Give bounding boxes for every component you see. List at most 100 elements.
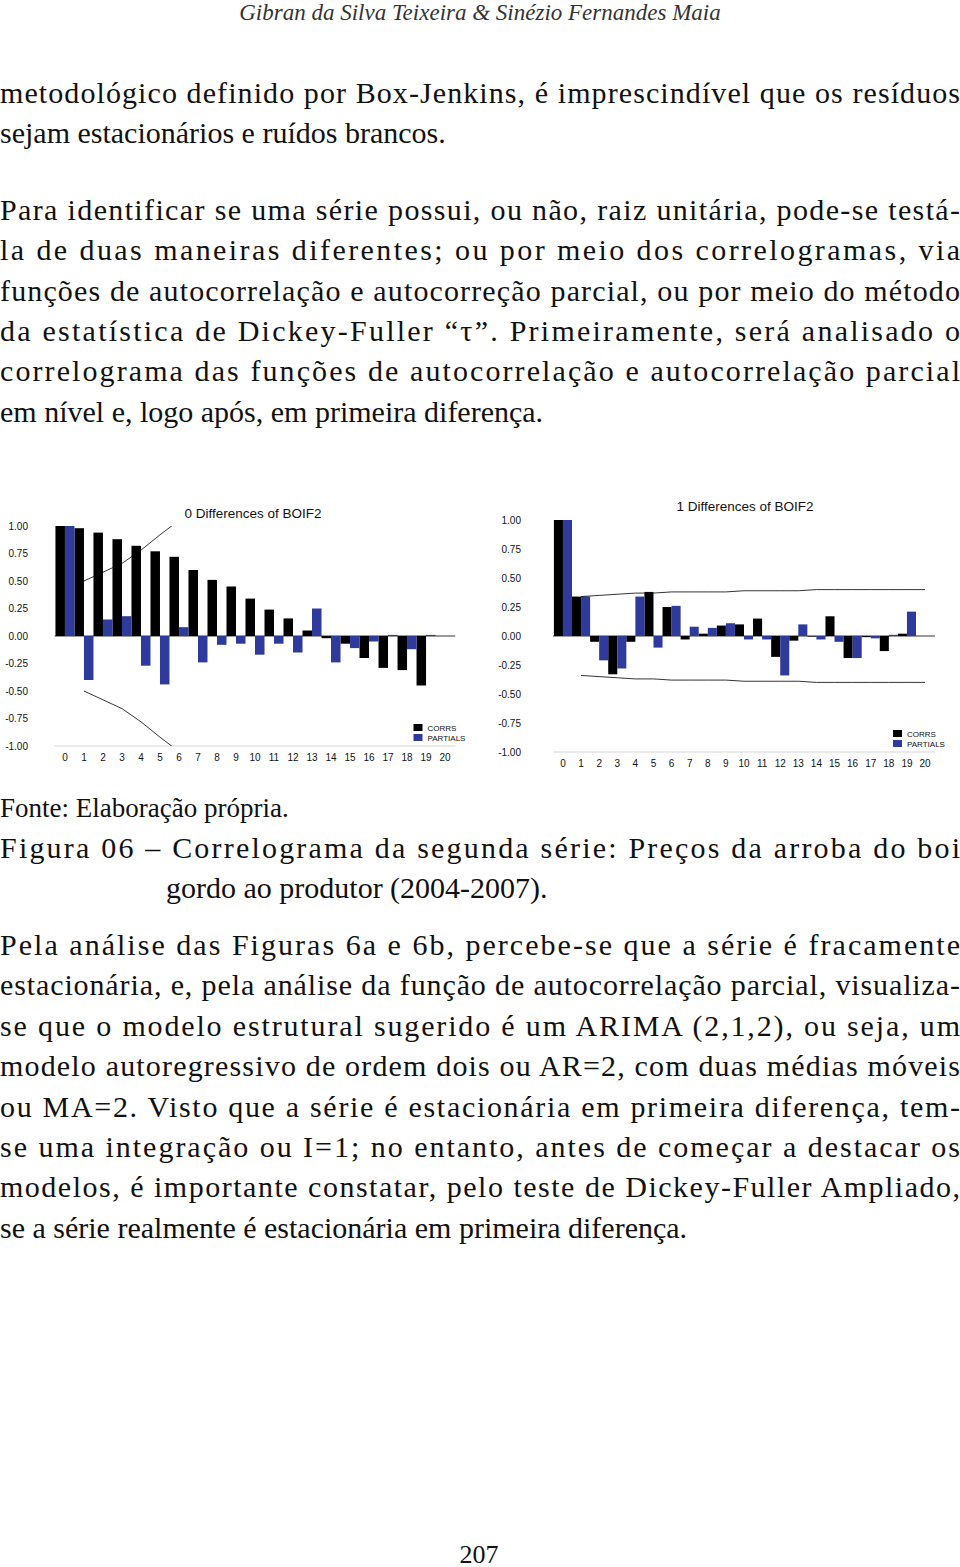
bar <box>74 528 84 636</box>
body-line: em nível e, logo após, em primeira difer… <box>0 395 543 428</box>
chart-title: 1 Differences of BOIF2 <box>676 499 813 514</box>
x-tick-label: 2 <box>596 758 602 769</box>
bar <box>236 636 246 644</box>
body-line: da estatística de Dickey-Fuller “τ”. Pri… <box>0 314 960 347</box>
bar <box>407 636 417 649</box>
bar <box>681 636 690 639</box>
x-tick-label: 20 <box>919 758 931 769</box>
bar <box>322 636 332 638</box>
bar <box>672 606 681 636</box>
bar <box>663 607 672 636</box>
bar <box>284 618 294 636</box>
legend-swatch <box>414 734 423 741</box>
legend-label: PARTIALS <box>428 734 466 743</box>
y-tick-label: -0.75 <box>498 718 521 729</box>
bar <box>807 636 816 638</box>
x-tick-label: 5 <box>651 758 657 769</box>
legend-label: PARTIALS <box>907 740 945 749</box>
legend-box <box>412 720 476 744</box>
bar <box>131 546 141 636</box>
bar <box>708 628 717 636</box>
bar <box>853 636 862 658</box>
legend-swatch <box>893 730 902 737</box>
x-tick-label: 7 <box>687 758 693 769</box>
x-tick-label: 8 <box>214 752 220 763</box>
bar <box>379 636 389 668</box>
bar <box>735 624 744 636</box>
x-tick-label: 4 <box>138 752 144 763</box>
bar <box>880 636 889 651</box>
bar <box>417 636 427 686</box>
bar <box>626 636 635 642</box>
body-line: se que o modelo estrutural sugerido é um… <box>0 1009 960 1043</box>
y-tick-label: -1.00 <box>5 741 28 752</box>
bar <box>862 636 871 637</box>
bar <box>699 634 708 636</box>
bar <box>762 636 771 639</box>
y-tick-label: 0.50 <box>9 576 29 587</box>
y-tick-label: -1.00 <box>498 747 521 758</box>
bar <box>780 636 789 675</box>
bar <box>608 636 617 674</box>
x-tick-label: 11 <box>757 758 768 769</box>
x-tick-label: 9 <box>723 758 729 769</box>
legend-swatch <box>414 724 423 731</box>
bar <box>690 627 699 636</box>
x-tick-label: 15 <box>344 752 356 763</box>
figure-caption: gordo ao produtor (2004-2007). <box>166 871 548 905</box>
legend-label: CORRS <box>428 724 457 733</box>
bar <box>160 636 170 684</box>
bar <box>103 620 113 637</box>
y-tick-label: 0.00 <box>502 631 522 642</box>
bar <box>312 609 322 637</box>
x-tick-label: 11 <box>269 752 280 763</box>
body-line: Pela análise das Figuras 6a e 6b, perceb… <box>0 928 960 961</box>
y-tick-label: 0.25 <box>502 602 522 613</box>
bar <box>245 599 255 636</box>
bar <box>169 557 179 636</box>
running-head: Gibran da Silva Teixeira & Sinézio Ferna… <box>239 0 720 25</box>
x-tick-label: 1 <box>578 758 584 769</box>
body-line: funções de autocorrelação e autocorreção… <box>0 274 960 307</box>
y-tick-label: 0.75 <box>9 548 29 559</box>
bar <box>188 570 198 636</box>
x-tick-label: 10 <box>249 752 261 763</box>
y-tick-label: 1.00 <box>502 515 522 526</box>
bar <box>360 636 370 658</box>
bar <box>726 623 735 636</box>
x-tick-label: 3 <box>614 758 620 769</box>
bar <box>150 551 160 636</box>
x-tick-label: 20 <box>439 752 451 763</box>
x-tick-label: 0 <box>62 752 68 763</box>
bar <box>112 539 122 636</box>
confidence-band <box>581 590 925 597</box>
figure-caption: Figura 06 – Correlograma da segunda séri… <box>0 831 960 864</box>
x-tick-label: 10 <box>738 758 750 769</box>
legend: CORRSPARTIALS <box>412 720 476 744</box>
bar <box>653 636 662 648</box>
bar <box>350 636 360 648</box>
y-tick-label: -0.50 <box>5 686 28 697</box>
x-tick-label: 18 <box>883 758 895 769</box>
confidence-band <box>84 691 179 746</box>
bar <box>141 636 151 666</box>
bar <box>217 636 227 645</box>
chart-title: 0 Differences of BOIF2 <box>184 506 321 521</box>
x-tick-label: 12 <box>287 752 299 763</box>
bar <box>789 636 798 641</box>
x-tick-label: 14 <box>811 758 823 769</box>
x-tick-label: 16 <box>847 758 859 769</box>
y-tick-label: -0.75 <box>5 713 28 724</box>
x-tick-label: 12 <box>775 758 787 769</box>
body-line: se uma integração ou I=1; no entanto, an… <box>0 1130 960 1163</box>
x-tick-label: 2 <box>100 752 106 763</box>
bar <box>835 636 844 642</box>
bar <box>369 636 379 642</box>
bar <box>717 626 726 636</box>
chart: 1 Differences of BOIF2-1.00-0.75-0.50-0.… <box>498 499 955 769</box>
bar <box>644 592 653 636</box>
legend: CORRSPARTIALS <box>891 726 955 750</box>
body-line: sejam estacionários e ruídos brancos. <box>0 116 446 149</box>
bar <box>303 631 313 637</box>
bar <box>816 636 825 639</box>
